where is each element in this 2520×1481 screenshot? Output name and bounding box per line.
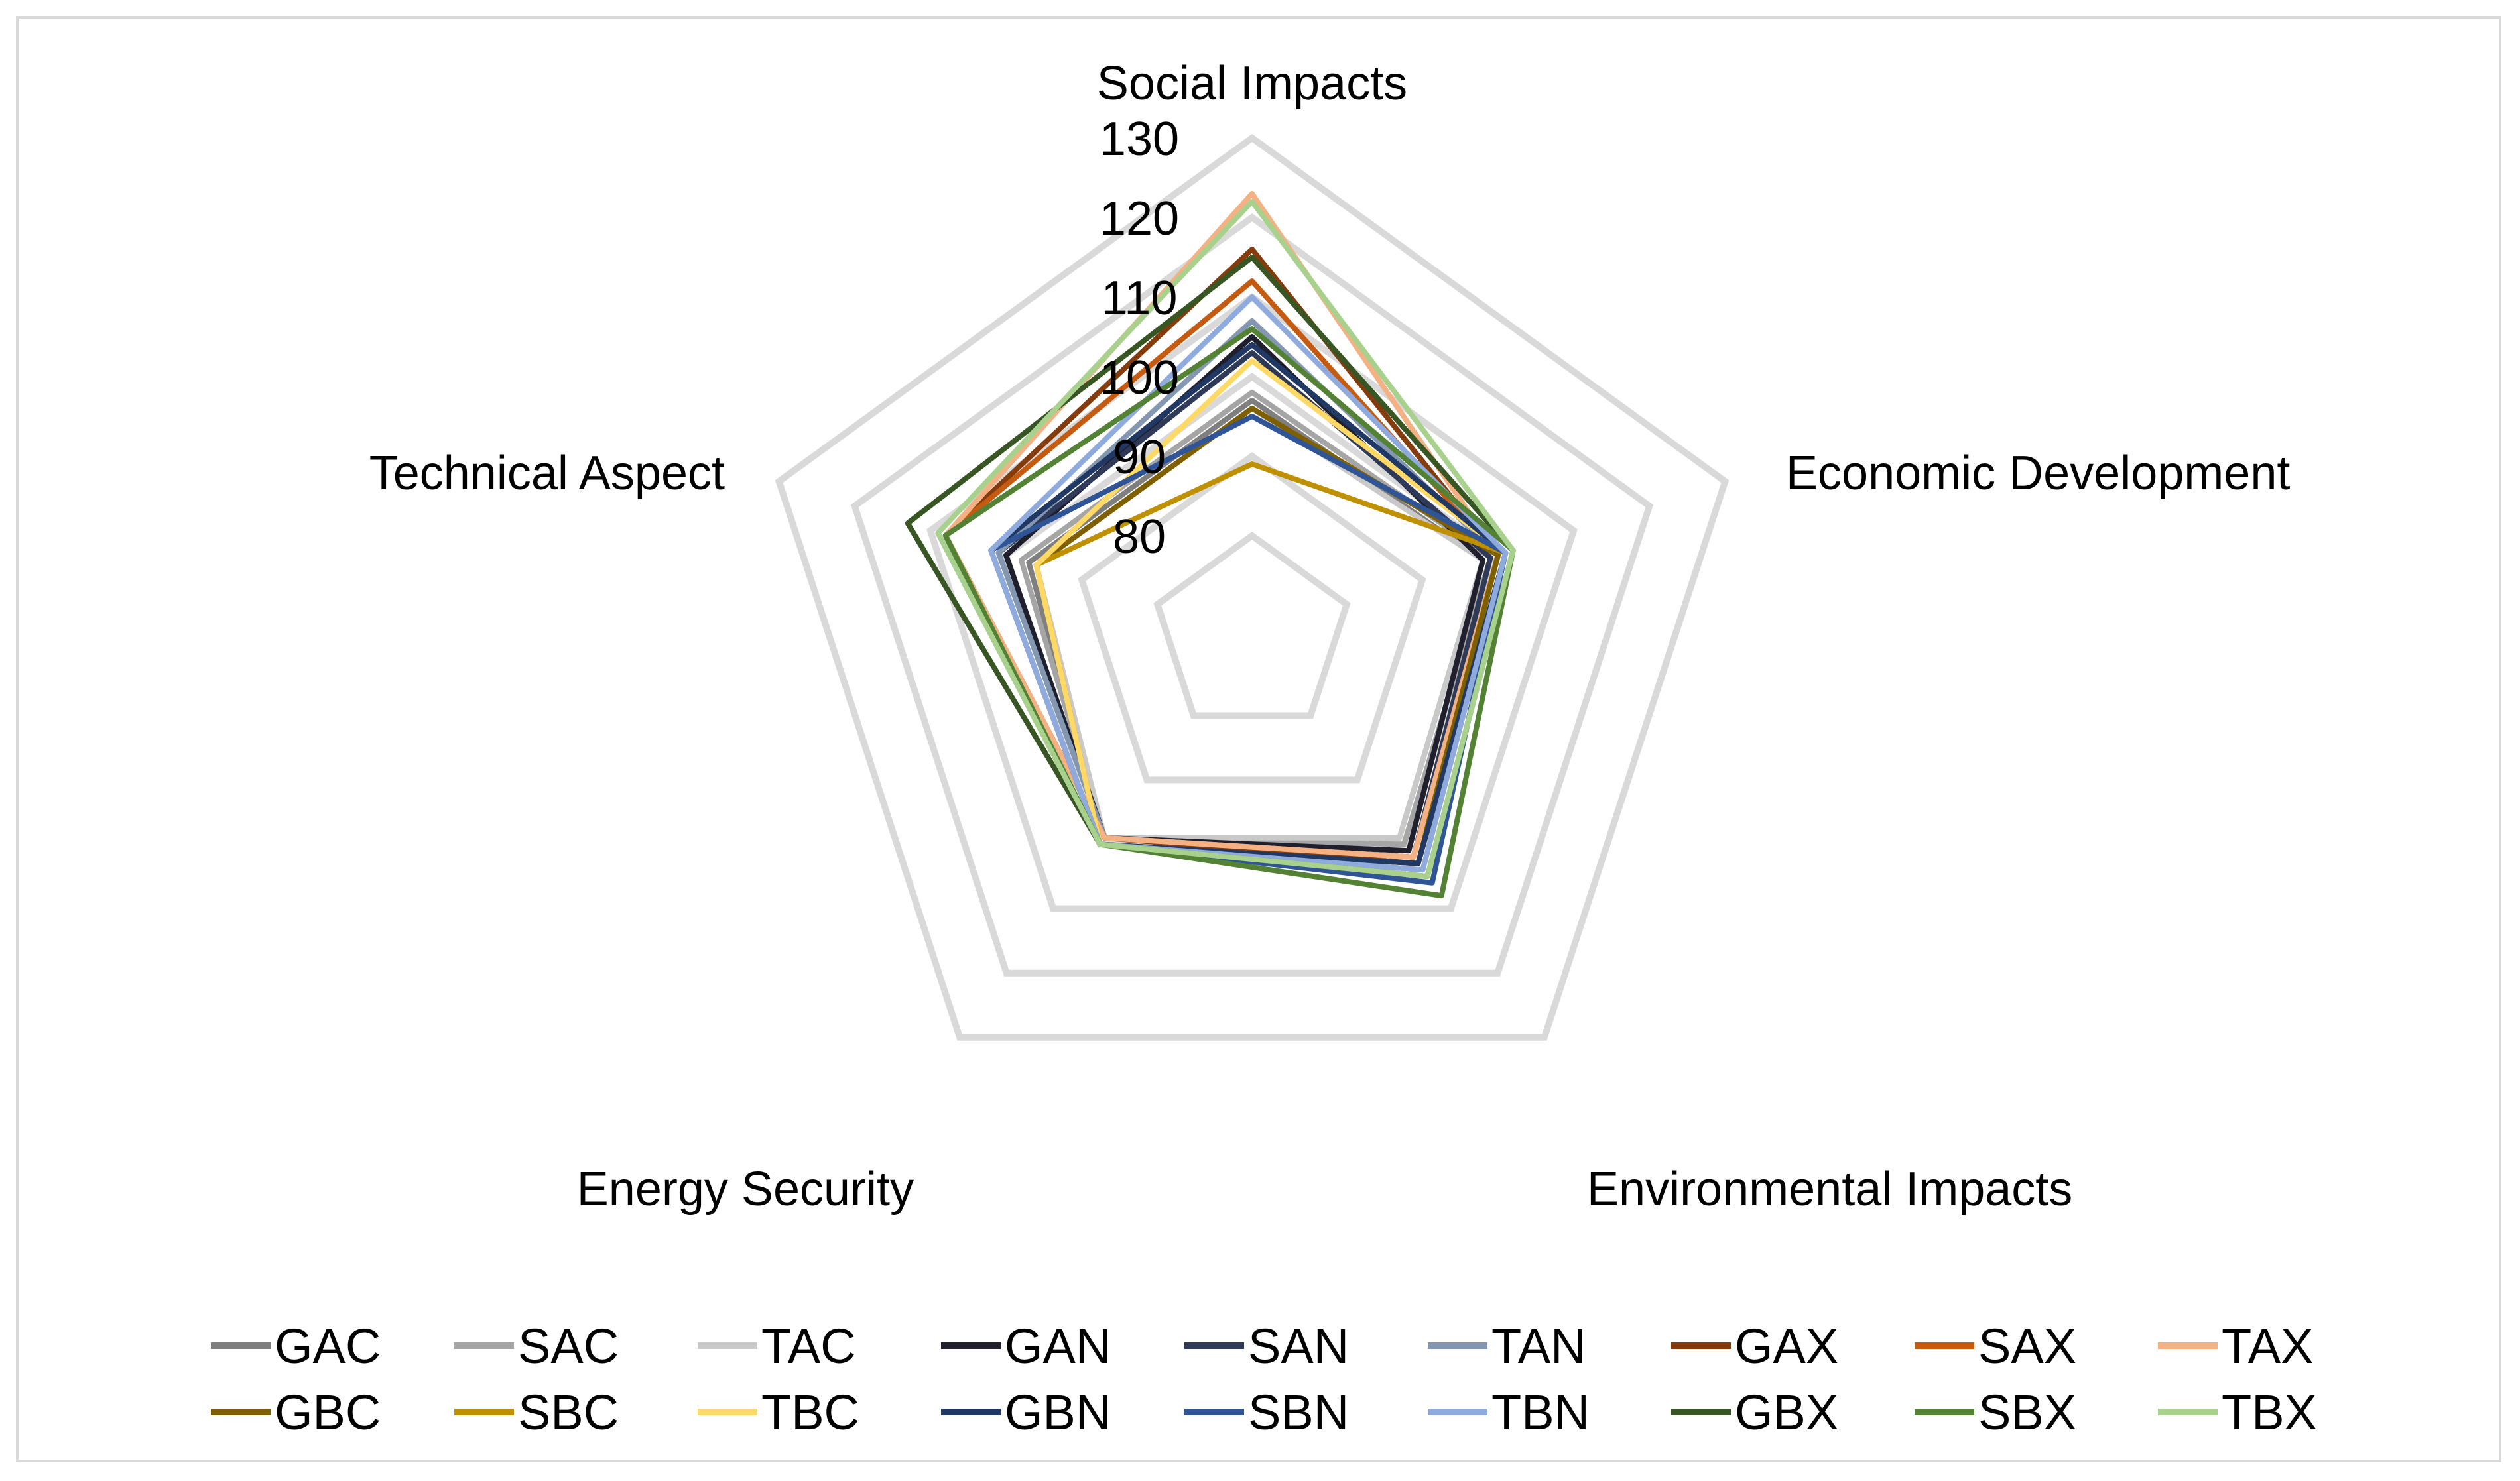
axis-label-technical-aspect: Technical Aspect	[369, 447, 725, 500]
axis-labels: Social Impacts Economic Development Envi…	[369, 57, 2291, 1216]
legend-label-sbc: SBC	[518, 1385, 619, 1440]
tick-label-100: 100	[1100, 351, 1179, 404]
legend-label-sbn: SBN	[1248, 1385, 1349, 1440]
axis-label-environmental-impacts: Environmental Impacts	[1587, 1163, 2072, 1216]
legend-label-gbc: GBC	[275, 1385, 381, 1440]
legend-label-tac: TAC	[761, 1319, 856, 1374]
tick-label-130: 130	[1100, 113, 1179, 166]
radar-series	[905, 191, 1516, 899]
legend-label-sax: SAX	[1978, 1319, 2076, 1374]
legend-label-tan: TAN	[1491, 1319, 1586, 1374]
legend: GAC SAC TAC GAN SAN TAN GAX SAX TAX GBC SBC TBC GBN S…	[211, 1319, 2317, 1440]
radar-grid	[775, 133, 1730, 1041]
axis-label-energy-security: Energy Security	[577, 1163, 914, 1216]
series-tbx	[935, 199, 1516, 880]
grid-ring-130	[775, 133, 1730, 1041]
tick-label-120: 120	[1100, 192, 1179, 245]
legend-label-gbx: GBX	[1735, 1385, 1838, 1440]
tick-labels: 80 90 100 110 120 130	[1100, 113, 1179, 563]
series-sbn	[988, 414, 1509, 886]
chart-frame: 80 90 100 110 120 130 Social Impacts Eco…	[16, 16, 2501, 1462]
legend-label-tbc: TBC	[761, 1385, 859, 1440]
axis-label-social-impacts: Social Impacts	[1097, 57, 1407, 110]
grid-ring-90	[1078, 451, 1426, 784]
legend-label-gac: GAC	[275, 1319, 381, 1374]
legend-label-tbx: TBX	[2222, 1385, 2317, 1440]
series-tax	[942, 191, 1501, 860]
tick-label-80: 80	[1113, 510, 1166, 563]
legend-label-tax: TAX	[2222, 1319, 2313, 1374]
legend-label-sac: SAC	[518, 1319, 619, 1374]
tick-label-110: 110	[1102, 272, 1178, 325]
legend-label-sbx: SBX	[1978, 1385, 2076, 1440]
legend-label-gbn: GBN	[1005, 1385, 1111, 1440]
legend-label-san: SAN	[1248, 1319, 1349, 1374]
legend-label-gax: GAX	[1735, 1319, 1838, 1374]
series-gbn	[988, 342, 1509, 866]
radar-chart: 80 90 100 110 120 130 Social Impacts Eco…	[211, 57, 2317, 1440]
tick-label-90: 90	[1113, 431, 1166, 484]
series-sbx	[942, 326, 1516, 899]
legend-label-tbn: TBN	[1491, 1385, 1590, 1440]
legend-label-gan: GAN	[1005, 1319, 1111, 1374]
grid-ring-80	[1153, 531, 1351, 719]
axis-label-economic-development: Economic Development	[1786, 447, 2290, 500]
grid-ring-120	[850, 213, 1654, 977]
